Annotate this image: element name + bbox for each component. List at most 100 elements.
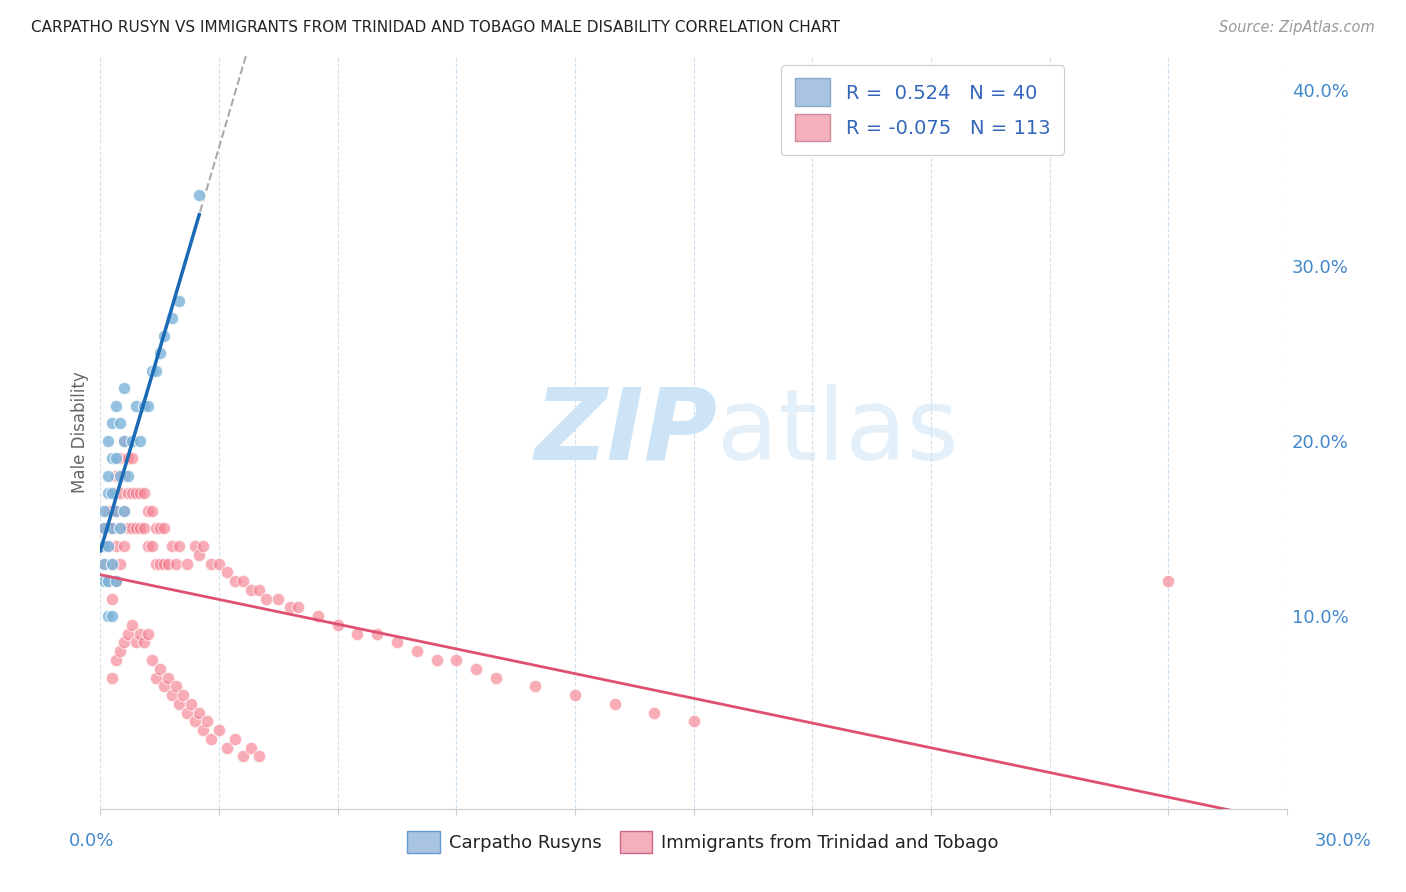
Point	[97, 434, 120, 448]
Point	[108, 469, 131, 483]
Point	[326, 618, 349, 632]
Text: CARPATHO RUSYN VS IMMIGRANTS FROM TRINIDAD AND TOBAGO MALE DISABILITY CORRELATIO: CARPATHO RUSYN VS IMMIGRANTS FROM TRINID…	[31, 20, 839, 35]
Point	[93, 557, 115, 571]
Point	[141, 504, 163, 518]
Point	[108, 417, 131, 431]
Point	[247, 749, 270, 764]
Point	[200, 557, 222, 571]
Point	[93, 539, 115, 553]
Point	[215, 566, 238, 580]
Point	[603, 697, 626, 711]
Point	[101, 504, 124, 518]
Point	[117, 469, 139, 483]
Point	[239, 740, 262, 755]
Point	[101, 486, 124, 500]
Point	[200, 731, 222, 746]
Text: ZIP: ZIP	[534, 384, 717, 481]
Text: 30.0%: 30.0%	[1315, 831, 1371, 849]
Point	[176, 557, 198, 571]
Point	[247, 582, 270, 597]
Point	[169, 697, 191, 711]
Point	[129, 434, 152, 448]
Point	[184, 539, 207, 553]
Point	[141, 364, 163, 378]
Point	[193, 539, 215, 553]
Point	[97, 469, 120, 483]
Point	[101, 417, 124, 431]
Point	[156, 671, 179, 685]
Point	[105, 451, 128, 466]
Point	[97, 574, 120, 588]
Point	[108, 486, 131, 500]
Point	[524, 679, 547, 693]
Point	[188, 188, 211, 202]
Point	[136, 504, 159, 518]
Point	[121, 451, 143, 466]
Point	[160, 539, 183, 553]
Point	[184, 714, 207, 729]
Point	[278, 600, 301, 615]
Point	[129, 626, 152, 640]
Point	[193, 723, 215, 738]
Point	[101, 557, 124, 571]
Point	[165, 679, 187, 693]
Point	[101, 557, 124, 571]
Point	[101, 486, 124, 500]
Point	[152, 328, 174, 343]
Point	[145, 671, 167, 685]
Point	[156, 557, 179, 571]
Point	[224, 574, 246, 588]
Point	[152, 557, 174, 571]
Point	[160, 311, 183, 326]
Point	[108, 521, 131, 535]
Point	[93, 504, 115, 518]
Point	[176, 706, 198, 720]
Point	[215, 740, 238, 755]
Point	[117, 626, 139, 640]
Point	[346, 626, 368, 640]
Point	[136, 539, 159, 553]
Point	[141, 539, 163, 553]
Point	[643, 706, 665, 720]
Point	[112, 434, 135, 448]
Point	[485, 671, 508, 685]
Point	[141, 653, 163, 667]
Text: atlas: atlas	[717, 384, 959, 481]
Point	[152, 521, 174, 535]
Point	[132, 486, 155, 500]
Point	[165, 557, 187, 571]
Point	[267, 591, 290, 606]
Text: Source: ZipAtlas.com: Source: ZipAtlas.com	[1219, 20, 1375, 35]
Point	[136, 399, 159, 413]
Point	[232, 574, 254, 588]
Point	[125, 486, 148, 500]
Point	[105, 399, 128, 413]
Point	[97, 539, 120, 553]
Point	[232, 749, 254, 764]
Point	[121, 521, 143, 535]
Point	[149, 521, 172, 535]
Point	[385, 635, 408, 649]
Point	[136, 626, 159, 640]
Point	[101, 521, 124, 535]
Text: 0.0%: 0.0%	[69, 831, 114, 849]
Point	[112, 381, 135, 395]
Point	[101, 591, 124, 606]
Point	[145, 557, 167, 571]
Point	[169, 539, 191, 553]
Point	[132, 521, 155, 535]
Point	[682, 714, 704, 729]
Point	[180, 697, 202, 711]
Point	[129, 486, 152, 500]
Point	[132, 399, 155, 413]
Point	[105, 504, 128, 518]
Legend: Carpatho Rusyns, Immigrants from Trinidad and Tobago: Carpatho Rusyns, Immigrants from Trinida…	[401, 824, 1005, 861]
Point	[97, 504, 120, 518]
Point	[101, 521, 124, 535]
Point	[112, 504, 135, 518]
Point	[149, 557, 172, 571]
Point	[125, 635, 148, 649]
Point	[105, 539, 128, 553]
Legend: R =  0.524   N = 40, R = -0.075   N = 113: R = 0.524 N = 40, R = -0.075 N = 113	[782, 65, 1064, 155]
Point	[112, 635, 135, 649]
